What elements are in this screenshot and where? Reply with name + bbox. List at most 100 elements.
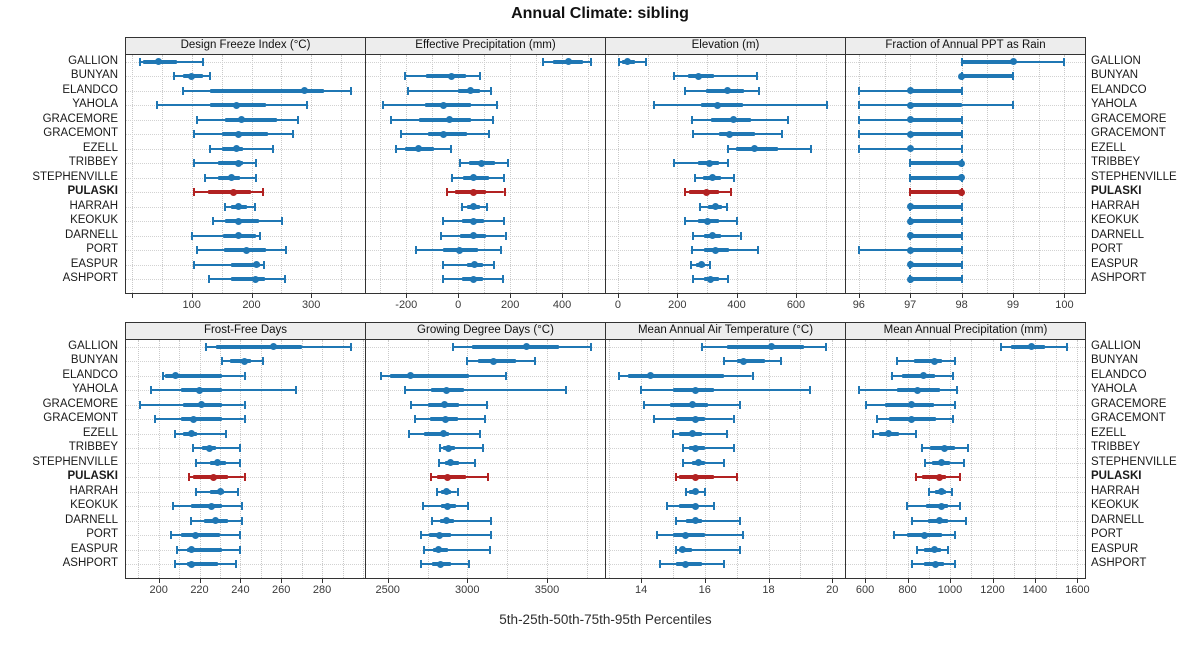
bar-25-75 bbox=[218, 161, 244, 165]
row-label-left-yahola: YAHOLA bbox=[72, 98, 118, 110]
median-dot bbox=[216, 488, 224, 495]
cap-95th bbox=[950, 487, 953, 496]
row-guide bbox=[846, 148, 1085, 150]
whisker-5-95 bbox=[193, 447, 241, 449]
median-dot bbox=[470, 203, 478, 210]
gridline bbox=[766, 55, 768, 293]
panel-strip-design-freeze-index-c: Design Freeze Index (°C) bbox=[125, 37, 366, 55]
x-axis-tick bbox=[641, 579, 643, 583]
row-label-left-elandco: ELANDCO bbox=[62, 83, 118, 96]
cap-95th bbox=[492, 260, 495, 269]
x-axis-tick-label: 260 bbox=[272, 584, 291, 596]
panel-plot-mean-annual-precipitation-mm bbox=[845, 339, 1086, 579]
x-axis-tick bbox=[1064, 294, 1066, 298]
gridline bbox=[467, 340, 469, 578]
gridline bbox=[322, 340, 324, 578]
row-guide bbox=[846, 462, 1085, 464]
bar-25-75 bbox=[910, 103, 962, 107]
cap-95th bbox=[952, 415, 954, 423]
median-dot bbox=[907, 415, 915, 423]
median-dot bbox=[467, 87, 475, 94]
median-dot bbox=[707, 275, 715, 283]
median-dot bbox=[691, 415, 699, 423]
median-dot bbox=[522, 343, 530, 350]
cap-5th bbox=[190, 231, 193, 240]
row-guide bbox=[366, 564, 605, 565]
cap-5th bbox=[722, 357, 725, 365]
cap-95th bbox=[506, 159, 509, 167]
row-label-right-port: PORT bbox=[1091, 528, 1123, 540]
row-guide bbox=[846, 491, 1085, 493]
cap-95th bbox=[809, 144, 812, 153]
bar-25-75 bbox=[910, 88, 962, 93]
x-axis-tick-label: 3500 bbox=[534, 584, 560, 596]
median-dot bbox=[906, 87, 914, 94]
gridline bbox=[179, 340, 181, 578]
median-dot bbox=[214, 459, 222, 466]
gridline bbox=[281, 55, 283, 293]
x-axis-tick bbox=[406, 294, 408, 298]
row-guide bbox=[846, 390, 1085, 391]
median-dot bbox=[187, 546, 195, 553]
cap-95th bbox=[915, 429, 918, 438]
panel-strip-frost-free-days: Frost-Free Days bbox=[125, 322, 366, 340]
row-label-left-gracemont: GRACEMONT bbox=[43, 127, 118, 139]
median-dot bbox=[233, 145, 240, 152]
cap-5th bbox=[911, 560, 914, 568]
cap-95th bbox=[261, 357, 264, 365]
cap-95th bbox=[786, 115, 789, 124]
x-axis-tick-label: 97 bbox=[904, 299, 917, 311]
cap-5th bbox=[169, 531, 172, 539]
median-dot bbox=[712, 203, 720, 210]
bar-25-75 bbox=[910, 219, 962, 223]
cap-5th bbox=[193, 159, 196, 167]
row-guide bbox=[846, 419, 1085, 420]
row-label-left-pulaski: PULASKI bbox=[67, 470, 118, 482]
row-label-right-bunyan: BUNYAN bbox=[1091, 69, 1139, 81]
x-axis-tick bbox=[992, 579, 994, 583]
bar-25-75 bbox=[164, 373, 222, 378]
cap-5th bbox=[690, 260, 693, 269]
cap-95th bbox=[283, 275, 286, 283]
cap-5th bbox=[999, 342, 1002, 351]
cap-5th bbox=[914, 473, 917, 481]
gridline bbox=[132, 55, 133, 293]
median-dot bbox=[188, 72, 196, 80]
x-axis-tick bbox=[251, 294, 253, 298]
gridline bbox=[950, 340, 951, 578]
cap-5th bbox=[441, 217, 444, 225]
row-guide bbox=[126, 506, 365, 507]
gridline bbox=[884, 55, 886, 293]
row-label-right-tribbey: TRIBBEY bbox=[1091, 156, 1141, 168]
x-axis-tick-label: 1400 bbox=[1022, 584, 1048, 596]
row-label-right-stephenville: STEPHENVILLE bbox=[1091, 170, 1177, 183]
cap-95th bbox=[243, 371, 246, 380]
cap-5th bbox=[440, 231, 443, 240]
median-dot bbox=[406, 372, 414, 379]
median-dot bbox=[189, 415, 197, 423]
x-axis-tick bbox=[467, 579, 469, 583]
cap-5th bbox=[193, 188, 196, 196]
median-dot bbox=[711, 246, 719, 254]
panel-plot-elevation-m bbox=[605, 54, 846, 294]
row-label-right-gracemont: GRACEMONT bbox=[1091, 127, 1166, 139]
bar-25-75 bbox=[736, 359, 766, 363]
cap-95th bbox=[960, 144, 963, 153]
row-label-right-port: PORT bbox=[1091, 243, 1123, 255]
panel-fraction-of-annual-ppt-as-rain: Fraction of Annual PPT as Rain 96 97 98 99 10… bbox=[845, 37, 1086, 311]
bar-25-75 bbox=[191, 504, 222, 508]
median-dot bbox=[694, 459, 702, 466]
cap-95th bbox=[952, 371, 954, 380]
panel-plot-fraction-of-annual-ppt-as-rain bbox=[845, 54, 1086, 294]
median-dot bbox=[906, 246, 914, 254]
median-dot bbox=[443, 488, 451, 495]
cap-5th bbox=[652, 415, 655, 423]
cap-95th bbox=[209, 72, 212, 80]
median-dot bbox=[208, 502, 216, 510]
median-dot bbox=[623, 58, 631, 65]
cap-95th bbox=[258, 231, 261, 240]
x-axis-tick-label: 1600 bbox=[1065, 584, 1090, 596]
x-axis-tick bbox=[910, 294, 912, 298]
row-label-left-pulaski: PULASKI bbox=[67, 185, 118, 197]
x-axis-tick bbox=[832, 579, 834, 583]
